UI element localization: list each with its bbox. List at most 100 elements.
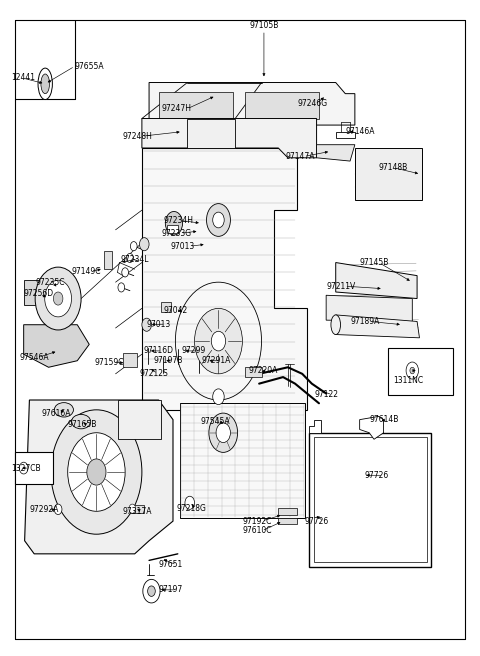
Polygon shape xyxy=(388,348,453,395)
Polygon shape xyxy=(24,400,173,554)
Text: 97116D: 97116D xyxy=(144,346,173,356)
Circle shape xyxy=(54,504,62,514)
Circle shape xyxy=(142,318,152,331)
Text: 97256D: 97256D xyxy=(24,289,54,298)
Polygon shape xyxy=(360,417,384,440)
Polygon shape xyxy=(336,262,417,298)
Circle shape xyxy=(19,462,28,474)
Text: 97247H: 97247H xyxy=(161,104,191,113)
Text: 97299: 97299 xyxy=(181,346,206,356)
Polygon shape xyxy=(180,403,305,518)
Circle shape xyxy=(143,579,160,603)
Circle shape xyxy=(127,253,133,262)
Text: 97248H: 97248H xyxy=(123,132,153,140)
Text: 97192C: 97192C xyxy=(242,517,272,525)
Text: 97616A: 97616A xyxy=(41,409,71,418)
Text: 97546A: 97546A xyxy=(20,353,49,362)
Circle shape xyxy=(194,308,242,374)
Text: 1311NC: 1311NC xyxy=(393,376,423,385)
Polygon shape xyxy=(142,148,307,410)
Text: 97105B: 97105B xyxy=(249,21,278,30)
Ellipse shape xyxy=(331,315,340,335)
Circle shape xyxy=(122,268,129,277)
Polygon shape xyxy=(245,367,262,377)
Polygon shape xyxy=(310,420,322,433)
Text: 97212S: 97212S xyxy=(140,369,168,379)
Polygon shape xyxy=(24,280,45,305)
Circle shape xyxy=(53,292,63,305)
Polygon shape xyxy=(158,92,233,119)
Text: 97197: 97197 xyxy=(158,585,183,594)
Polygon shape xyxy=(310,433,432,567)
Text: 97235C: 97235C xyxy=(35,278,65,287)
Polygon shape xyxy=(167,225,178,233)
Text: 97145B: 97145B xyxy=(360,258,389,267)
Polygon shape xyxy=(336,132,355,138)
Text: 97122: 97122 xyxy=(314,390,338,400)
Text: 97211V: 97211V xyxy=(326,281,355,291)
Text: 97165B: 97165B xyxy=(68,420,97,430)
Text: 97291A: 97291A xyxy=(202,356,231,365)
Circle shape xyxy=(213,212,224,228)
Polygon shape xyxy=(278,518,298,524)
Polygon shape xyxy=(15,453,53,483)
Circle shape xyxy=(45,280,72,317)
Polygon shape xyxy=(245,92,319,119)
Ellipse shape xyxy=(38,68,52,100)
Text: 97218G: 97218G xyxy=(177,504,207,512)
Text: 97614B: 97614B xyxy=(369,415,398,424)
Circle shape xyxy=(129,504,136,513)
Circle shape xyxy=(140,237,149,251)
Text: 97159C: 97159C xyxy=(94,358,123,367)
Circle shape xyxy=(87,459,106,485)
Polygon shape xyxy=(118,400,161,440)
Text: 97726: 97726 xyxy=(364,471,389,480)
Circle shape xyxy=(410,367,415,374)
Polygon shape xyxy=(187,119,235,148)
Circle shape xyxy=(211,331,226,351)
Circle shape xyxy=(118,283,125,292)
Polygon shape xyxy=(123,353,137,367)
Circle shape xyxy=(68,433,125,511)
Polygon shape xyxy=(149,83,355,125)
Text: 97726: 97726 xyxy=(305,517,329,525)
Ellipse shape xyxy=(41,74,49,94)
Ellipse shape xyxy=(54,403,73,417)
Text: 97246G: 97246G xyxy=(298,99,327,108)
Polygon shape xyxy=(24,325,89,367)
Circle shape xyxy=(206,203,230,236)
Polygon shape xyxy=(314,438,427,562)
Text: 97013: 97013 xyxy=(147,319,171,329)
Text: 97148B: 97148B xyxy=(379,163,408,172)
Text: 97234L: 97234L xyxy=(120,255,149,264)
Polygon shape xyxy=(278,508,298,514)
Circle shape xyxy=(209,413,238,453)
Text: 97545A: 97545A xyxy=(201,417,230,426)
Text: 97655A: 97655A xyxy=(75,62,105,71)
Text: 97317A: 97317A xyxy=(123,507,152,516)
Text: 97146A: 97146A xyxy=(345,127,375,136)
Circle shape xyxy=(35,267,81,330)
Text: 97147A: 97147A xyxy=(286,152,315,161)
Ellipse shape xyxy=(72,415,91,429)
Text: 1327CB: 1327CB xyxy=(11,464,41,472)
Polygon shape xyxy=(142,119,317,158)
Circle shape xyxy=(148,586,156,596)
Polygon shape xyxy=(326,295,412,321)
Polygon shape xyxy=(317,145,355,161)
Text: 97197B: 97197B xyxy=(154,356,183,365)
Text: 97149C: 97149C xyxy=(72,266,101,276)
Circle shape xyxy=(165,211,182,235)
Circle shape xyxy=(406,362,419,379)
Text: 97234H: 97234H xyxy=(163,216,193,225)
Polygon shape xyxy=(355,148,422,200)
Circle shape xyxy=(213,389,224,405)
Text: 97233G: 97233G xyxy=(161,228,191,237)
Circle shape xyxy=(51,410,142,534)
Polygon shape xyxy=(336,315,420,338)
Text: 97292A: 97292A xyxy=(29,506,59,514)
Text: 97189A: 97189A xyxy=(350,317,380,326)
Text: 12441: 12441 xyxy=(11,73,35,83)
Text: 97013: 97013 xyxy=(170,241,195,251)
Polygon shape xyxy=(104,251,112,269)
